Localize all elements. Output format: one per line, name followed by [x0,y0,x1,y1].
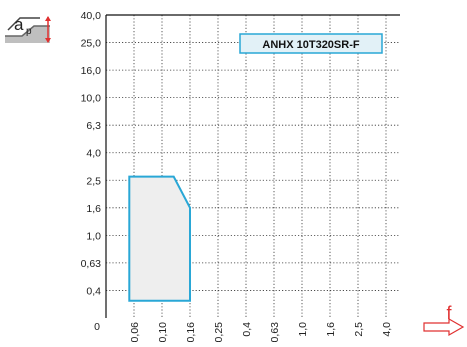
region-layer [128,175,191,302]
x-tick-label: 1,0 [297,322,309,337]
x-tick-label: 0,25 [213,322,225,342]
axes [105,14,400,318]
y-tick-label: 0,63 [81,258,102,270]
x-tick-label: 0,10 [157,322,169,342]
feed-arrow-icon [423,317,465,337]
legend-box [239,33,383,54]
depth-of-cut-icon: a p [5,13,51,43]
x-tick-label: 2,5 [353,322,365,337]
x-tick-labels: 0,06 0,10 0,16 0,25 0,4 0,63 1,0 1,6 2,5 4,0 [129,322,393,343]
x-axis-symbol: f [446,303,452,323]
x-tick-label: 4,0 [381,322,393,337]
feed-indicator: f [423,303,465,337]
y-axis-symbol-sub: p [26,26,32,37]
y-tick-label: 1,6 [86,203,101,215]
y-tick-label: 16,0 [81,65,102,77]
legend: ANHX 10T320SR-F [239,33,383,54]
y-tick-label: 25,0 [81,38,102,50]
legend-label: ANHX 10T320SR-F [262,39,359,51]
y-tick-label: 10,0 [81,93,102,105]
y-tick-label: 6,3 [86,120,101,132]
application-region [128,175,191,302]
x-tick-label: 1,6 [325,322,337,337]
x-tick-label: 0,06 [129,322,141,342]
y-tick-label: 2,5 [86,175,101,187]
y-axis-symbol: a [14,15,24,34]
y-tick-label: 40,0 [81,10,102,22]
y-tick-label: 0,4 [86,285,101,297]
x-tick-label: 0,16 [185,322,197,342]
y-tick-label: 4,0 [86,148,101,160]
y-tick-label: 1,0 [86,230,101,242]
x-tick-label: 0,4 [241,322,253,337]
y-tick-label: 0 [94,321,100,333]
x-tick-label: 0,63 [269,322,281,342]
y-tick-labels: 0 0,4 0,63 1,0 1,6 2,5 4,0 6,3 10,0 16,0 25,0 40,0 [81,10,102,333]
